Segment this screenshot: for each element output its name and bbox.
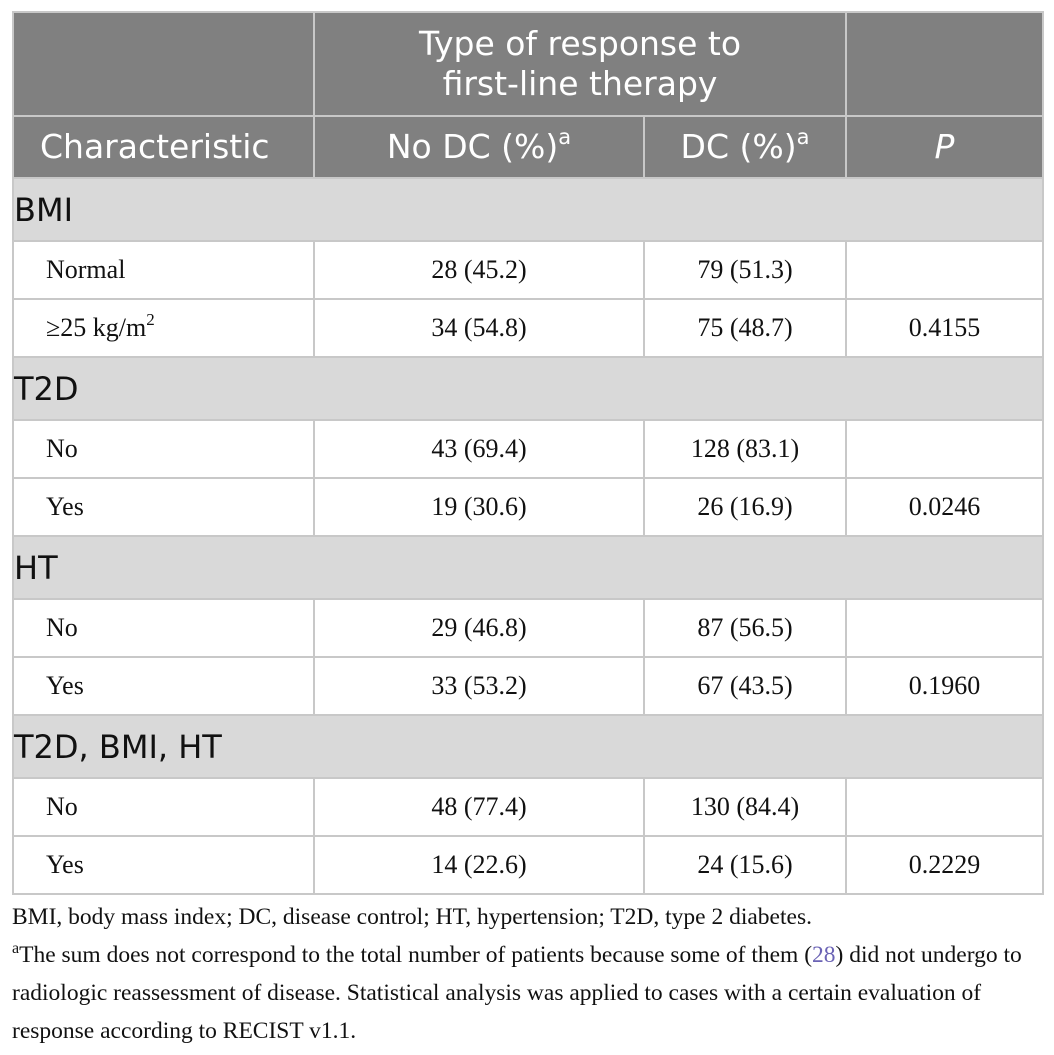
cell-p: 0.0246 — [845, 477, 1044, 537]
cell-dc: 130 (84.4) — [643, 777, 847, 837]
abbreviations-note: BMI, body mass index; DC, disease contro… — [12, 904, 812, 930]
cell-p — [845, 598, 1044, 658]
cell-dc: 128 (83.1) — [643, 419, 847, 479]
header-row-group: Type of response to first-line therapy — [12, 11, 1044, 117]
cell-p — [845, 777, 1044, 837]
row-label: Yes — [12, 656, 315, 716]
group-header-line1: Type of response to — [418, 24, 742, 63]
section-row-t2d: T2D — [12, 356, 1044, 421]
section-row-combined: T2D, BMI, HT — [12, 714, 1044, 779]
table-row: No 43 (69.4) 128 (83.1) — [12, 419, 1044, 479]
sup-a: a — [558, 125, 572, 149]
reference-link[interactable]: 28 — [812, 942, 836, 968]
header-empty-cell-p — [845, 11, 1044, 117]
cell-no-dc: 19 (30.6) — [313, 477, 645, 537]
table-row: No 48 (77.4) 130 (84.4) — [12, 777, 1044, 837]
superscript-2: 2 — [146, 310, 155, 329]
table-row: Yes 14 (22.6) 24 (15.6) 0.2229 — [12, 835, 1044, 895]
table-row: Yes 33 (53.2) 67 (43.5) 0.1960 — [12, 656, 1044, 716]
header-empty-cell — [12, 11, 315, 117]
row-label: Yes — [12, 835, 315, 895]
cell-p: 0.2229 — [845, 835, 1044, 895]
col-header-no-dc: No DC (%)a — [313, 115, 645, 179]
footnote-marker: a — [12, 940, 20, 957]
table-row: No 29 (46.8) 87 (56.5) — [12, 598, 1044, 658]
cell-no-dc: 33 (53.2) — [313, 656, 645, 716]
cell-no-dc: 28 (45.2) — [313, 240, 645, 300]
table-row: Normal 28 (45.2) 79 (51.3) — [12, 240, 1044, 300]
row-label: ≥25 kg/m2 — [12, 298, 315, 358]
cell-dc: 79 (51.3) — [643, 240, 847, 300]
cell-no-dc: 29 (46.8) — [313, 598, 645, 658]
section-title: T2D, BMI, HT — [12, 714, 1044, 779]
section-title: HT — [12, 535, 1044, 600]
section-title: BMI — [12, 177, 1044, 242]
group-header-line2: first-line therapy — [442, 64, 718, 103]
row-label: No — [12, 598, 315, 658]
cell-no-dc: 43 (69.4) — [313, 419, 645, 479]
section-title: T2D — [12, 356, 1044, 421]
col-header-dc: DC (%)a — [643, 115, 847, 179]
section-row-bmi: BMI — [12, 177, 1044, 242]
cell-dc: 87 (56.5) — [643, 598, 847, 658]
footnote-a: aThe sum does not correspond to the tota… — [12, 940, 1022, 1045]
header-row-columns: Characteristic No DC (%)a DC (%)a P — [12, 115, 1044, 179]
table-row: ≥25 kg/m2 34 (54.8) 75 (48.7) 0.4155 — [12, 298, 1044, 358]
row-label: No — [12, 419, 315, 479]
group-header-response-type: Type of response to first-line therapy — [313, 11, 847, 117]
cell-dc: 75 (48.7) — [643, 298, 847, 358]
cell-p: 0.1960 — [845, 656, 1044, 716]
row-label: Normal — [12, 240, 315, 300]
cell-no-dc: 14 (22.6) — [313, 835, 645, 895]
cell-p: 0.4155 — [845, 298, 1044, 358]
characteristics-table: Type of response to first-line therapy C… — [12, 11, 1044, 895]
row-label: Yes — [12, 477, 315, 537]
cell-p — [845, 240, 1044, 300]
col-header-p: P — [845, 115, 1044, 179]
section-row-ht: HT — [12, 535, 1044, 600]
cell-no-dc: 34 (54.8) — [313, 298, 645, 358]
col-header-characteristic: Characteristic — [12, 115, 315, 179]
table-row: Yes 19 (30.6) 26 (16.9) 0.0246 — [12, 477, 1044, 537]
cell-no-dc: 48 (77.4) — [313, 777, 645, 837]
row-label: No — [12, 777, 315, 837]
cell-p — [845, 419, 1044, 479]
cell-dc: 67 (43.5) — [643, 656, 847, 716]
table-footnotes: BMI, body mass index; DC, disease contro… — [12, 898, 1046, 1050]
sup-a: a — [796, 125, 810, 149]
cell-dc: 24 (15.6) — [643, 835, 847, 895]
cell-dc: 26 (16.9) — [643, 477, 847, 537]
